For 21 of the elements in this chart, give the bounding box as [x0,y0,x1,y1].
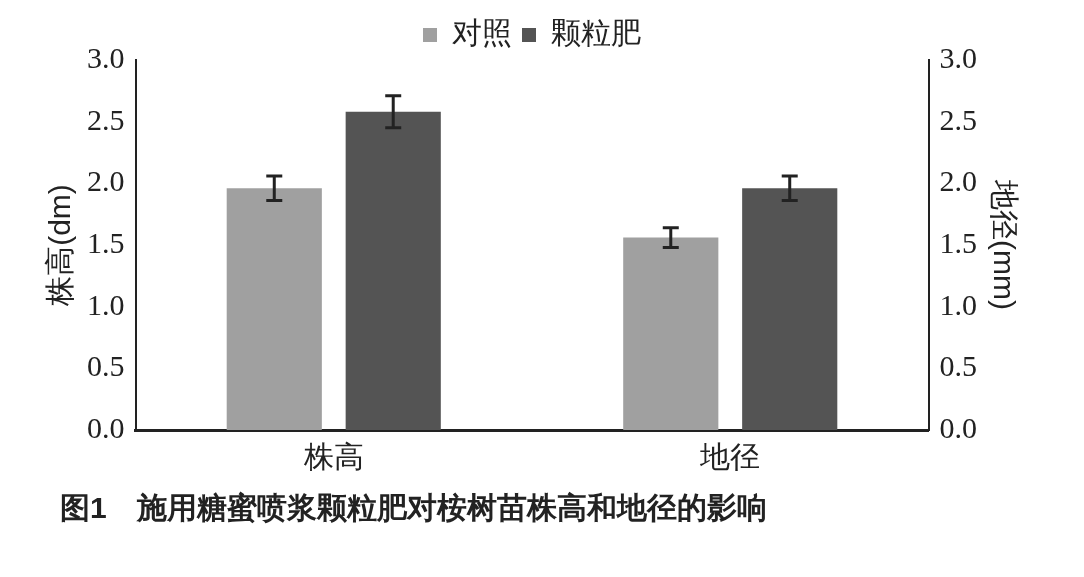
y2-tick-label: 1.5 [939,225,977,259]
y-tick-label: 1.0 [87,287,125,321]
y-tick-label: 2.5 [87,102,125,136]
y-axis-title: 株高(dm) [43,184,77,307]
x-tick-label: 地径 [699,440,761,474]
y2-tick-label: 1.0 [939,287,977,321]
y-tick-label: 3.0 [87,40,125,74]
legend-label: 颗粒肥 [551,16,641,50]
x-tick-label: 株高 [302,440,364,474]
y2-tick-label: 0.0 [939,410,977,444]
y-tick-label: 0.0 [87,410,125,444]
y-tick-label: 1.5 [87,225,125,259]
legend-label: 对照 [452,16,512,50]
y2-tick-label: 2.5 [939,102,977,136]
y-tick-label: 0.5 [87,349,125,383]
y2-axis-title: 地径(mm) [987,179,1021,310]
y2-tick-label: 2.0 [939,164,977,198]
y2-tick-label: 0.5 [939,349,977,383]
y2-tick-label: 3.0 [939,40,977,74]
y-tick-label: 2.0 [87,164,125,198]
text: 图1 施用糖蜜喷浆颗粒肥对桉树苗株高和地径的影响 [60,490,767,526]
